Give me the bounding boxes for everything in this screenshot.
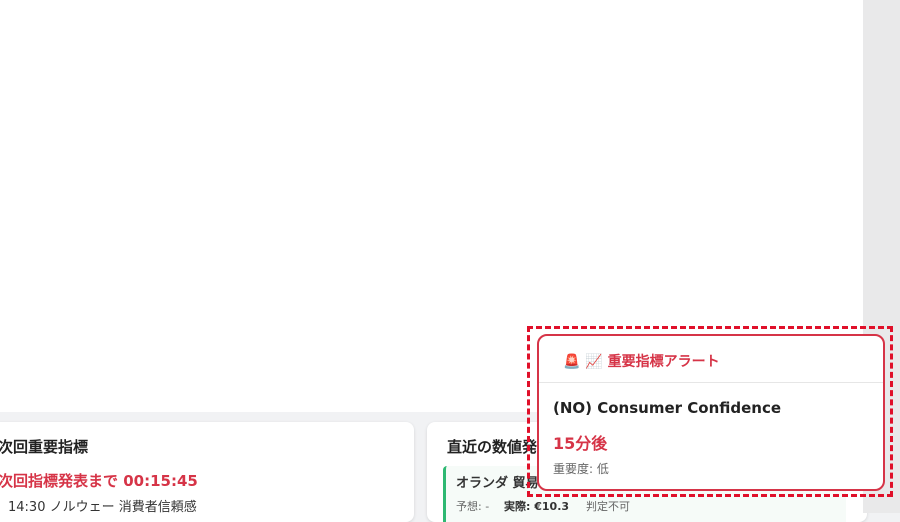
alert-importance: 重要度: 低 [553, 462, 609, 476]
verdict: 判定不可 [586, 500, 630, 513]
alert-card[interactable]: 🚨 📈 重要指標アラート (NO) Consumer Confidence 15… [537, 334, 885, 491]
forecast: 予想: - [456, 500, 490, 513]
separator [539, 382, 883, 383]
alert-time: 15分後 [553, 434, 608, 453]
countdown: 次回指標発表まで 00:15:45 [0, 472, 198, 490]
next-event: 14:30 ノルウェー 消費者信頼感 [8, 500, 197, 515]
alert-header: 🚨 📈 重要指標アラート [563, 351, 720, 371]
alert-event: (NO) Consumer Confidence [553, 399, 782, 417]
panel-title: 次回重要指標 [0, 438, 89, 456]
alert-title: 重要指標アラート [607, 354, 720, 370]
highlight-frame [527, 326, 893, 497]
alert-icons: 🚨 📈 [563, 354, 603, 370]
actual: 実際: €10.3 [504, 500, 570, 513]
panel-title: 直近の数値発表 [447, 438, 553, 456]
next-panel: 次回重要指標 次回指標発表まで 00:15:45 14:30 ノルウェー 消費者… [0, 422, 414, 522]
